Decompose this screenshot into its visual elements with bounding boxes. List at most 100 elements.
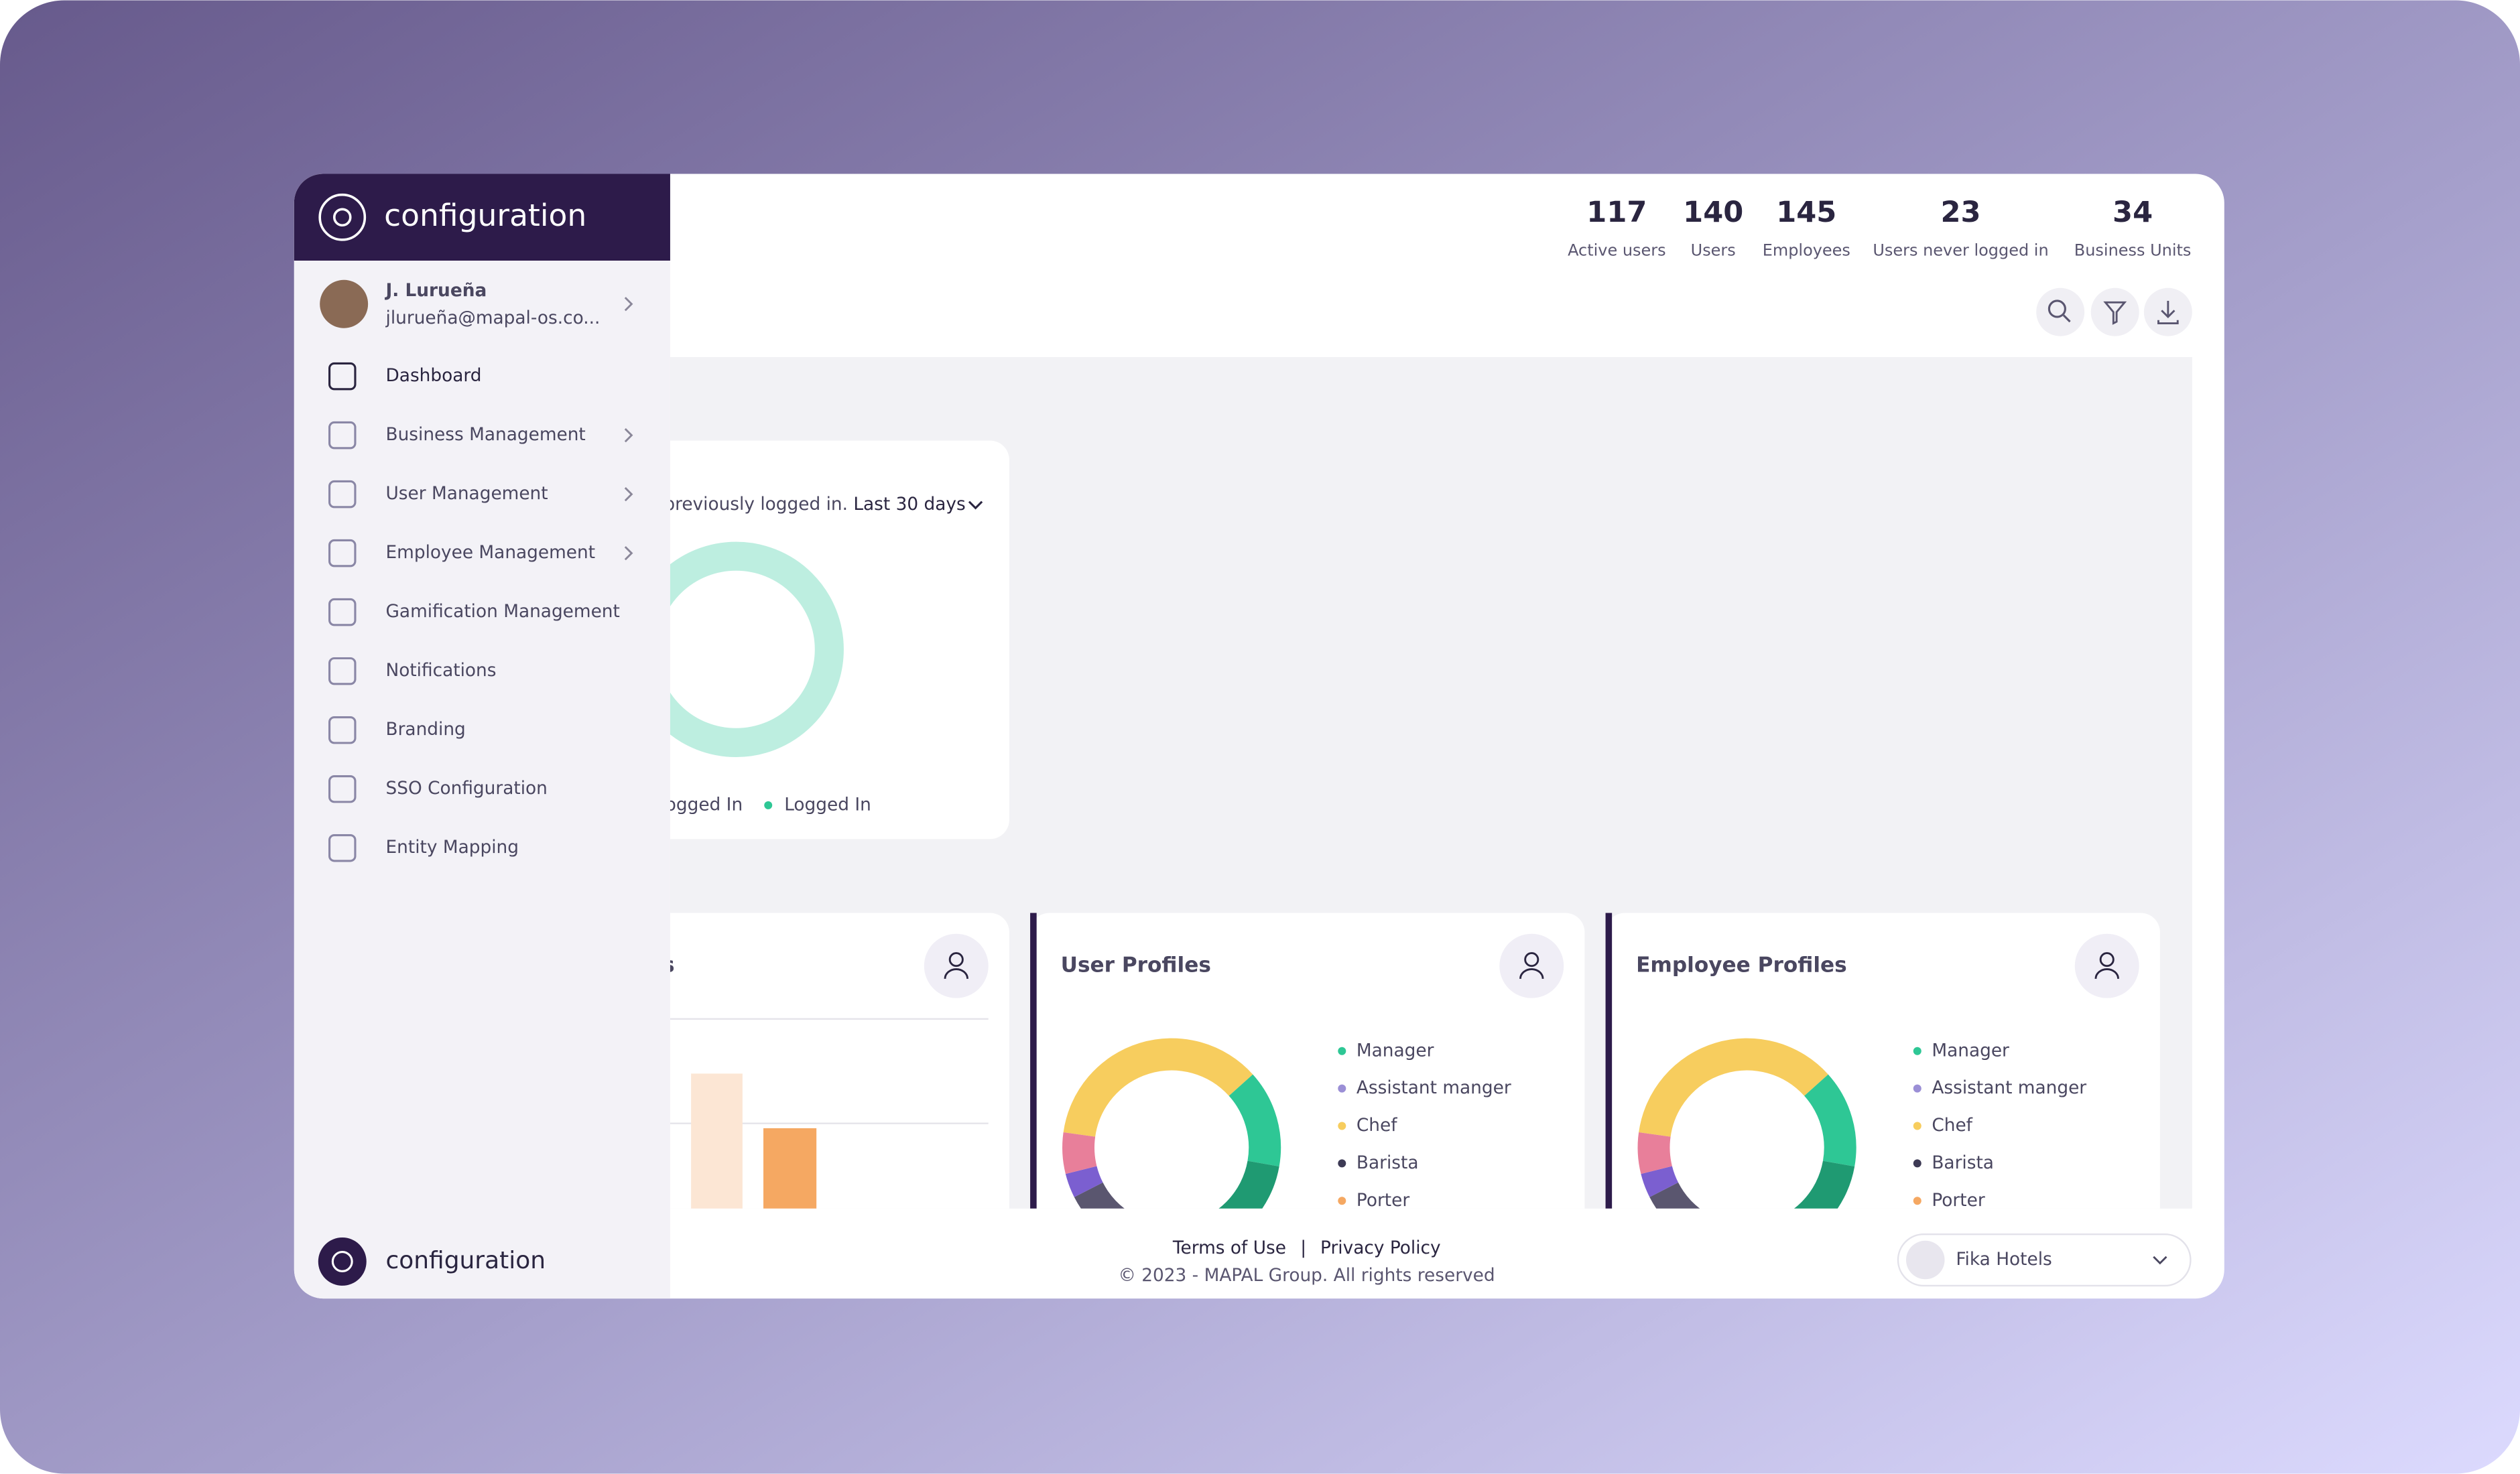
icon (2157, 300, 2179, 324)
toolbar (2036, 287, 2192, 336)
bar (691, 1073, 743, 1209)
donut-segment (1804, 1074, 1856, 1166)
card-accent (1605, 913, 1613, 1209)
menu-icon (328, 598, 357, 626)
legend-item: Manager (1932, 1041, 2009, 1061)
stat-label: Business Units (2074, 241, 2192, 260)
menu-icon (328, 833, 357, 862)
donut-segment (1639, 1038, 1828, 1138)
brand-icon (332, 208, 352, 227)
legend-item: Assistant manger (1357, 1078, 1511, 1098)
menu-item[interactable]: Business Management (386, 425, 586, 445)
icon (2099, 952, 2115, 967)
icon (944, 968, 969, 980)
menu-item[interactable]: Dashboard (386, 366, 482, 386)
sidebar-bg (294, 174, 670, 1299)
icon (2103, 301, 2127, 325)
org-select[interactable] (1897, 1233, 2192, 1287)
menu-item[interactable]: SSO Configuration (386, 779, 548, 799)
legend-item: Porter (1932, 1191, 1984, 1211)
donut-segment (1062, 1132, 1097, 1175)
chevron (624, 428, 633, 443)
period-select[interactable]: Last 30 days (853, 494, 965, 515)
user-email: jlurueña@mapal-os.co... (385, 308, 601, 328)
legend-item: Barista (1357, 1153, 1419, 1173)
stats: 117 Active users 140 Users 145 Employees 23 Use… (1568, 196, 2191, 260)
menu-item[interactable]: Employee Management (386, 543, 596, 563)
card-accent (1030, 913, 1037, 1209)
brand-icon (318, 193, 367, 241)
donut-segment (1649, 1182, 1700, 1209)
menu-icon (328, 657, 357, 685)
card (1605, 913, 2160, 1209)
stat-label: Users never logged in (1873, 241, 2048, 260)
icon (2062, 314, 2071, 323)
donut-segment (1218, 1160, 1279, 1209)
filter-button[interactable] (2090, 287, 2139, 336)
stat-value: 117 (1586, 196, 1647, 229)
card-title: Employee Profiles (1636, 953, 1847, 978)
brand-icon (318, 1237, 367, 1286)
footer: Terms of Use | Privacy Policy © 2023 - M… (1118, 1233, 2192, 1287)
donut-segment (1063, 1038, 1253, 1138)
menu-icon (328, 362, 357, 391)
stat-value: 145 (1776, 196, 1836, 229)
menu-icon (328, 421, 357, 450)
stat-value: 34 (2113, 196, 2153, 229)
chevron (624, 487, 633, 502)
org-logo (1905, 1240, 1945, 1280)
menu-icon (328, 716, 357, 744)
chevron (624, 297, 633, 312)
legend-item: Porter (1357, 1191, 1409, 1211)
chevron (624, 546, 633, 561)
icon (1519, 968, 1544, 980)
footer-brand: configuration (386, 1247, 546, 1274)
menu-icon (328, 775, 357, 803)
legend-dot (1913, 1197, 1922, 1205)
brand-icon (331, 1250, 353, 1272)
separator: | (1300, 1238, 1306, 1258)
stat-value: 23 (1940, 196, 1980, 229)
login-donut (643, 541, 844, 757)
menu-item[interactable]: Branding (386, 720, 466, 740)
menu-icon (328, 539, 357, 567)
donut-segment (1074, 1182, 1125, 1209)
menu-item[interactable]: User Management (386, 484, 548, 504)
legend-item: Manager (1357, 1041, 1434, 1061)
legend-dot (1913, 1047, 1922, 1055)
legend-item: Chef (1932, 1116, 1972, 1136)
stat-value: 140 (1683, 196, 1743, 229)
sidebar-header (294, 174, 670, 261)
legend-item: Logged In (784, 795, 871, 815)
donut-segment (1637, 1132, 1673, 1175)
sidebar: configuration J. Lurueña jlurueña@mapal-… (294, 174, 670, 1299)
privacy-link[interactable]: Privacy Policy (1320, 1238, 1441, 1258)
user-name: J. Lurueña (385, 281, 487, 301)
bar (763, 1128, 817, 1209)
menu-icon (328, 480, 357, 509)
legend-dot (1338, 1159, 1346, 1168)
legend-dot (1338, 1047, 1346, 1055)
menu-item[interactable]: Gamification Management (386, 602, 620, 622)
card (1030, 913, 1585, 1209)
legend-dot (1338, 1122, 1346, 1130)
legend-item: Assistant manger (1932, 1078, 2086, 1098)
avatar (320, 279, 369, 328)
donut-segment (1065, 1165, 1103, 1197)
menu-item[interactable]: Entity Mapping (386, 838, 519, 858)
legend-item: Chef (1357, 1116, 1397, 1136)
legend-dot (1338, 1084, 1346, 1093)
icon (1524, 952, 1539, 967)
stat-label: Employees (1763, 241, 1850, 260)
brand: configuration (384, 198, 586, 233)
card-title: User Profiles (1061, 953, 1211, 978)
menu-item[interactable]: Notifications (386, 661, 497, 681)
search-button[interactable] (2036, 287, 2085, 336)
chevron (968, 500, 983, 510)
chevron (2153, 1256, 2167, 1265)
copyright: © 2023 - MAPAL Group. All rights reserve… (1118, 1266, 1495, 1286)
terms-link[interactable]: Terms of Use (1172, 1238, 1286, 1258)
stat-label: Active users (1568, 241, 1666, 260)
